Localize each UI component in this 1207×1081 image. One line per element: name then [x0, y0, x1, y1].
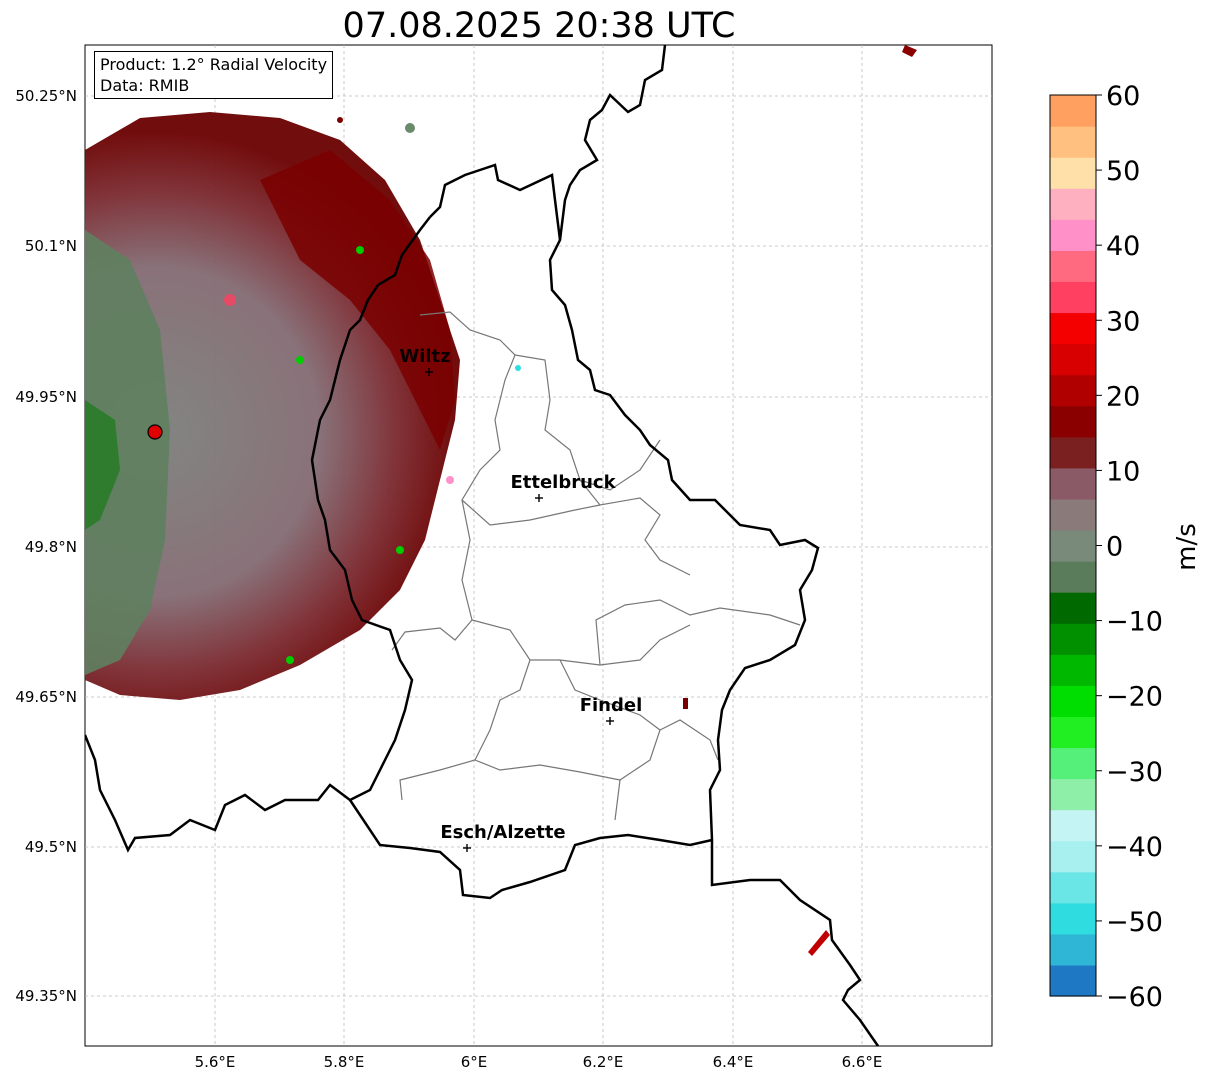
canton-boundaries — [391, 311, 801, 821]
colorbar-swatch — [1050, 157, 1096, 189]
colorbar-tick-label: −20 — [1106, 682, 1163, 713]
map-title: 07.08.2025 20:38 UTC — [342, 6, 736, 46]
colorbar-swatch — [1050, 623, 1096, 655]
colorbar-tick-label: 30 — [1106, 306, 1140, 337]
country-borders — [85, 45, 880, 1046]
colorbar-swatch — [1050, 374, 1096, 407]
colorbar-tick-label: 0 — [1106, 532, 1123, 563]
lon-tick: 6.2°E — [583, 1053, 624, 1071]
colorbar-tick-label: 40 — [1106, 231, 1140, 262]
product-info-box: Product: 1.2° Radial Velocity Data: RMIB — [94, 51, 334, 99]
colorbar-swatch — [1050, 747, 1096, 780]
lon-tick: 6.4°E — [713, 1053, 754, 1071]
lat-tick: 50.1°N — [25, 237, 77, 255]
colorbar-tick-label: 60 — [1106, 81, 1140, 112]
city-label-ettelbruck: Ettelbruck — [510, 472, 616, 493]
lat-tick: 49.5°N — [25, 838, 77, 856]
colorbar-swatch — [1050, 809, 1096, 842]
radar-site-marker — [147, 424, 163, 440]
colorbar-tick-label: 50 — [1106, 156, 1140, 187]
lon-tick: 5.8°E — [324, 1053, 365, 1071]
colorbar-tick-label: −40 — [1106, 832, 1163, 863]
colorbar-tick-label: −30 — [1106, 757, 1163, 788]
colorbar-swatch — [1050, 685, 1096, 717]
colorbar-swatch — [1050, 778, 1096, 811]
colorbar-swatch — [1050, 250, 1096, 283]
colorbar-swatch — [1050, 561, 1096, 593]
colorbar-swatch — [1050, 405, 1096, 438]
colorbar-swatch — [1050, 529, 1096, 562]
colorbar-swatch — [1050, 871, 1096, 904]
colorbar-swatch — [1050, 126, 1096, 158]
colorbar-swatch — [1050, 95, 1096, 127]
colorbar-swatch — [1050, 467, 1096, 500]
colorbar-swatch — [1050, 902, 1096, 935]
lon-tick-labels: 5.6°E 5.8°E 6°E 6.2°E 6.4°E 6.6°E — [195, 1053, 883, 1071]
colorbar-swatch — [1050, 592, 1096, 624]
city-label-wiltz: Wiltz — [399, 346, 450, 367]
lat-tick: 49.95°N — [15, 388, 77, 406]
colorbar-swatch — [1050, 436, 1096, 469]
colorbar-swatch — [1050, 654, 1096, 686]
data-source-label: Data: RMIB — [100, 76, 190, 95]
lon-tick: 6.6°E — [842, 1053, 883, 1071]
colorbar-tick-label: −50 — [1106, 907, 1163, 938]
product-label: Product: 1.2° Radial Velocity — [100, 55, 328, 74]
colorbar-swatch — [1050, 343, 1096, 376]
lat-tick: 49.35°N — [15, 987, 77, 1005]
city-label-esch: Esch/Alzette — [440, 822, 565, 843]
city-markers — [425, 368, 614, 852]
lon-tick: 5.6°E — [195, 1053, 236, 1071]
lon-tick: 6°E — [461, 1053, 488, 1071]
colorbar-swatch — [1050, 219, 1096, 251]
colorbar-tick-label: 10 — [1106, 456, 1140, 487]
colorbar-swatch — [1050, 312, 1096, 345]
colorbar: 60 50 40 30 20 10 0 −10 −20 −30 −40 −50 −60 m/s — [1049, 81, 1202, 1013]
colorbar-unit-label: m/s — [1172, 523, 1202, 571]
lat-tick: 50.25°N — [15, 87, 77, 105]
colorbar-swatch — [1050, 281, 1096, 314]
colorbar-swatch — [1050, 498, 1096, 531]
city-label-findel: Findel — [580, 695, 643, 716]
colorbar-tick-label: −10 — [1106, 607, 1163, 638]
colorbar-swatch — [1050, 188, 1096, 220]
colorbar-tick-label: 20 — [1106, 381, 1140, 412]
lat-tick: 49.8°N — [25, 538, 77, 556]
colorbar-swatch — [1050, 964, 1096, 997]
colorbar-swatch — [1050, 933, 1096, 966]
colorbar-swatches — [1050, 95, 1096, 997]
lat-tick: 49.65°N — [15, 688, 77, 706]
lat-tick-labels: 50.25°N 50.1°N 49.95°N 49.8°N 49.65°N 49… — [15, 87, 77, 1005]
radar-map: Wiltz Ettelbruck Findel Esch/Alzette 50.… — [15, 44, 993, 1071]
colorbar-swatch — [1050, 840, 1096, 873]
colorbar-swatch — [1050, 716, 1096, 749]
radar-echo-area — [85, 45, 917, 956]
colorbar-tick-label: −60 — [1106, 982, 1163, 1013]
colorbar-ticks: 60 50 40 30 20 10 0 −10 −20 −30 −40 −50 −60 — [1096, 81, 1163, 1013]
